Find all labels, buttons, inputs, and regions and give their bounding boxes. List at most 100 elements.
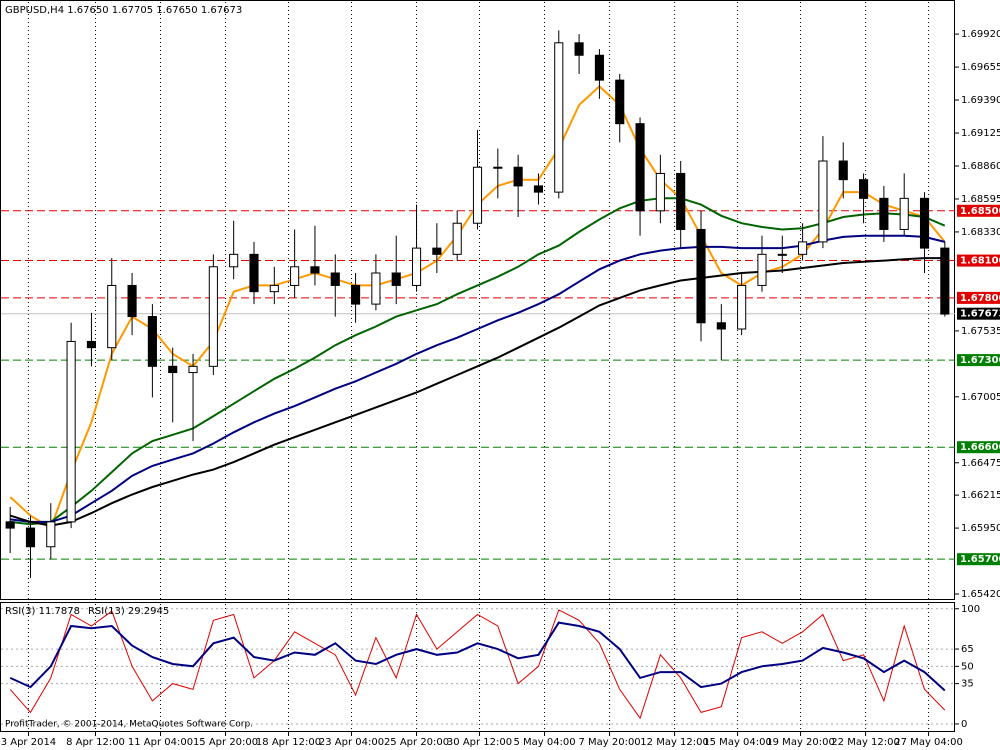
level-box: [957, 553, 1000, 566]
candle-body: [859, 179, 869, 199]
y-tick-label: 50: [961, 661, 974, 672]
candle-body: [879, 197, 889, 230]
candle-body: [432, 247, 442, 255]
level-box: [957, 254, 1000, 267]
level-box: [957, 307, 1000, 320]
y-tick-label: 65: [961, 644, 974, 655]
moving-average: [10, 234, 946, 523]
candle-body: [107, 284, 117, 349]
y-tick-label: 1.65950: [961, 523, 1000, 534]
y-tick-label: 1.69125: [961, 128, 1000, 139]
level-box: [957, 204, 1000, 217]
candle-body: [554, 42, 564, 193]
candle-body: [411, 247, 422, 286]
candle-body: [696, 228, 706, 324]
candle-body: [269, 284, 279, 293]
x-tick-label: 3 Apr 2014: [1, 737, 56, 748]
y-tick-label: 1.68860: [961, 161, 1000, 172]
x-tick-label: 12 May 12:00: [640, 737, 709, 748]
candle-body: [777, 253, 787, 256]
legend-entry: RSI(3) 11.7878: [5, 606, 80, 617]
x-tick-label: 25 Apr 20:00: [384, 737, 449, 748]
candle-body: [229, 253, 239, 268]
candle-body: [5, 521, 15, 529]
candle-body: [615, 79, 625, 125]
level-label: 1.65700: [960, 554, 1000, 565]
y-tick-label: 1.68330: [961, 227, 1000, 238]
x-tick-label: 15 May 04:00: [703, 737, 772, 748]
level-label: 1.68100: [960, 256, 1000, 267]
level-label: 1.67673: [960, 309, 1000, 320]
x-tick-label: 27 May 04:00: [894, 737, 963, 748]
candle-body: [371, 272, 381, 305]
candle-body: [676, 172, 686, 230]
x-tick-label: 15 Apr 20:00: [193, 737, 258, 748]
candle-body: [168, 365, 178, 374]
candle-body: [655, 172, 665, 212]
x-tick-label: 11 Apr 04:00: [128, 737, 193, 748]
candle-body: [594, 54, 604, 81]
y-tick-label: 35: [961, 679, 974, 690]
candle-body: [493, 166, 503, 169]
y-tick-label: 1.66475: [961, 458, 1000, 469]
candle-body: [127, 284, 137, 318]
y-tick-label: 1.69655: [961, 62, 1000, 73]
level-label: 1.66600: [960, 442, 1000, 453]
y-tick-label: 1.67005: [961, 392, 1000, 403]
candle-body: [513, 166, 523, 187]
candle-body: [86, 340, 96, 349]
y-tick-label: 1.69390: [961, 95, 1000, 106]
candle-body: [798, 241, 808, 255]
level-label: 1.68500: [960, 206, 1000, 217]
y-tick-label: 0: [961, 719, 967, 730]
candle-body: [940, 247, 950, 315]
level-label: 1.67300: [960, 355, 1000, 366]
candle-body: [838, 160, 848, 181]
x-tick-label: 7 May 20:00: [578, 737, 640, 748]
candle-body: [574, 42, 584, 56]
candle-body: [188, 365, 198, 374]
candle-body: [899, 197, 909, 230]
y-tick-label: 100: [961, 604, 980, 615]
rsi-line: [9, 609, 946, 720]
copyright: ProfitTrader, © 2001-2014, MetaQuotes So…: [5, 720, 253, 730]
candle-body: [290, 266, 300, 286]
candle-body: [757, 253, 767, 286]
y-tick-label: 1.69920: [961, 29, 1000, 40]
y-tick-label: 1.68595: [961, 194, 1000, 205]
candle-body: [635, 123, 645, 212]
x-tick-label: 30 Apr 12:00: [447, 737, 512, 748]
candle-body: [737, 284, 747, 330]
candle-body: [147, 316, 157, 367]
candle-body: [452, 222, 462, 255]
level-box: [957, 291, 1000, 304]
x-tick-label: 19 May 20:00: [766, 737, 835, 748]
x-tick-label: 22 May 12:00: [831, 737, 900, 748]
moving-average: [9, 257, 945, 527]
y-tick-label: 1.67535: [961, 326, 1000, 337]
x-tick-label: 8 Apr 12:00: [66, 737, 125, 748]
x-tick-label: 18 Apr 12:00: [256, 737, 321, 748]
candle-body: [330, 272, 340, 286]
candle-body: [533, 185, 544, 193]
candle-body: [208, 266, 218, 367]
level-box: [957, 441, 1000, 454]
candle-body: [46, 521, 56, 548]
candle-body: [919, 197, 930, 249]
candle-body: [391, 272, 401, 286]
legend-entry: RSI(13) 29.2945: [88, 606, 169, 617]
x-tick-label: 5 May 04:00: [513, 737, 575, 748]
candle-body: [25, 527, 36, 548]
candle-body: [310, 266, 320, 274]
y-tick-label: 1.66215: [961, 490, 1000, 501]
main-pane: [0, 0, 955, 600]
rsi-pane: [0, 602, 955, 732]
x-tick-label: 23 Apr 04:00: [319, 737, 384, 748]
moving-average: [10, 197, 946, 526]
level-box: [957, 354, 1000, 367]
y-tick-label: 1.65420: [961, 589, 1000, 600]
candle-body: [818, 160, 828, 243]
candle-body: [351, 284, 361, 305]
candle-body: [66, 340, 76, 523]
